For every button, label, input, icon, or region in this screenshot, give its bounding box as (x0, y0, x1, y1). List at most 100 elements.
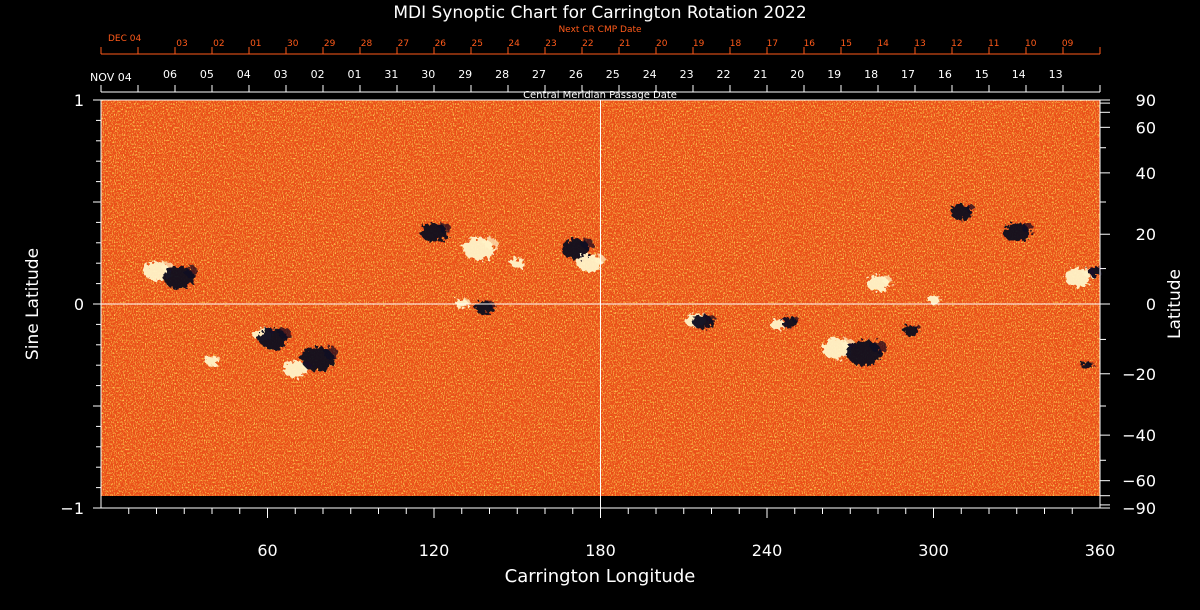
x-axis-label: Carrington Longitude (505, 566, 696, 587)
y-tick-label-right: −20 (1122, 365, 1156, 384)
cmp-date-label: 23 (680, 68, 694, 81)
active-region-fragment (1088, 361, 1094, 366)
cmp-month-label: NOV 04 (90, 71, 132, 84)
next-cr-date-label: 12 (951, 39, 962, 49)
next-cr-date-label: 25 (471, 39, 482, 49)
x-tick-label: 300 (918, 541, 949, 560)
y-tick-label-left: 0 (74, 295, 84, 314)
cmp-date-label: 13 (1049, 68, 1063, 81)
next-cr-date-label: 14 (877, 39, 889, 49)
cmp-date-label: 28 (495, 68, 509, 81)
sine-latitude-axis: 1 0 −1 (60, 91, 101, 518)
cmp-date-label: 01 (348, 68, 362, 81)
next-cr-date-label: 11 (988, 39, 999, 49)
active-region-fragment (870, 340, 887, 353)
active-region-fragment (935, 295, 941, 300)
cmp-date-label: 02 (311, 68, 325, 81)
next-cr-date-label: 30 (287, 39, 299, 49)
cmp-date-label: 19 (827, 68, 841, 81)
longitude-axis: 60 120 180 240 300 360 (128, 508, 1116, 560)
cmp-date-label: 29 (458, 68, 472, 81)
active-region-fragment (464, 299, 471, 304)
next-cr-date-label: 13 (914, 39, 925, 49)
cmp-date-labels: 06 05 04 03 02 01 31 30 29 28 27 26 25 24 23 22 21 20 19 18… (163, 68, 1063, 81)
next-cr-date-labels: 03 02 01 30 29 28 27 26 25 24 23 22 21 20 19 18 17 16 15 14… (176, 39, 1073, 49)
y-tick-label-right: 90 (1136, 91, 1156, 110)
y-tick-label-right: −40 (1122, 426, 1156, 445)
next-cr-month-label: DEC 04 (108, 34, 141, 44)
next-cr-date-label: 28 (361, 39, 373, 49)
x-tick-label: 240 (752, 541, 783, 560)
x-tick-label: 360 (1085, 541, 1116, 560)
next-cr-axis-label: Next CR CMP Date (558, 25, 642, 35)
active-region-fragment (487, 301, 496, 309)
y-tick-label-right: −90 (1122, 499, 1156, 518)
active-region-fragment (965, 204, 976, 213)
next-cr-date-label: 20 (656, 39, 668, 49)
active-region-fragment (214, 356, 221, 362)
active-region-fragment (882, 275, 892, 284)
active-region-fragment (1021, 223, 1034, 233)
cmp-date-label: 17 (901, 68, 915, 81)
next-cr-date-label: 22 (582, 39, 593, 49)
y-tick-label-right: 40 (1136, 164, 1156, 183)
next-cr-date-label: 10 (1025, 39, 1037, 49)
cmp-date-label: 03 (274, 68, 288, 81)
cmp-date-label: 14 (1012, 68, 1026, 81)
active-region-fragment (184, 266, 199, 278)
next-cr-date-label: 21 (619, 39, 630, 49)
next-cr-date-label: 24 (508, 39, 520, 49)
next-cr-date-label: 26 (435, 39, 447, 49)
next-cr-date-label: 15 (840, 39, 851, 49)
cmp-axis-label: Central Meridian Passage Date (523, 90, 677, 101)
cmp-date-label: 27 (532, 68, 546, 81)
y-tick-label-right: 20 (1136, 225, 1156, 244)
y-tick-label-left: −1 (60, 499, 84, 518)
next-cr-date-label: 09 (1062, 39, 1074, 49)
active-region-fragment (519, 258, 526, 264)
active-region-fragment (438, 223, 451, 233)
next-cr-date-label: 02 (213, 39, 224, 49)
cmp-date-label: 30 (421, 68, 435, 81)
x-tick-label: 120 (419, 541, 450, 560)
y-tick-label-right: −60 (1122, 472, 1156, 491)
cmp-date-label: 06 (163, 68, 177, 81)
cmp-date-label: 31 (384, 68, 398, 81)
active-region-fragment (792, 316, 799, 323)
y-tick-label-right: 60 (1136, 118, 1156, 137)
y-axis-label-right: Latitude (1165, 269, 1185, 339)
x-tick-label: 60 (257, 541, 277, 560)
next-cr-date-label: 18 (730, 39, 742, 49)
next-cr-date-label: 27 (398, 39, 409, 49)
active-region-fragment (914, 324, 922, 331)
y-tick-label-left: 1 (74, 91, 84, 110)
next-cr-date-label: 01 (250, 39, 261, 49)
latitude-axis: 90 60 40 20 0 −20 −40 −60 −90 (1100, 91, 1156, 518)
cmp-date-label: 15 (975, 68, 989, 81)
next-cr-date-label: 17 (767, 39, 778, 49)
cmp-date-label: 20 (790, 68, 804, 81)
next-cr-date-label: 16 (804, 39, 816, 49)
active-region-fragment (278, 328, 292, 339)
next-cr-date-label: 29 (324, 39, 336, 49)
x-tick-label: 180 (585, 541, 616, 560)
cmp-date-label: 26 (569, 68, 583, 81)
cmp-date-label: 25 (606, 68, 620, 81)
next-cr-date-axis (100, 47, 1101, 55)
chart-title: MDI Synoptic Chart for Carrington Rotati… (393, 3, 806, 23)
cmp-date-label: 16 (938, 68, 952, 81)
cmp-date-axis (100, 85, 1101, 93)
cmp-date-label: 18 (864, 68, 878, 81)
active-region-fragment (580, 238, 594, 249)
next-cr-date-label: 23 (545, 39, 556, 49)
y-axis-label-left: Sine Latitude (23, 248, 43, 360)
cmp-date-label: 24 (643, 68, 657, 81)
cmp-date-label: 21 (753, 68, 767, 81)
next-cr-date-label: 03 (176, 39, 187, 49)
cmp-date-label: 05 (200, 68, 214, 81)
active-region-fragment (323, 347, 339, 360)
cmp-date-label: 22 (717, 68, 731, 81)
cmp-date-label: 04 (237, 68, 251, 81)
active-regions (143, 204, 1103, 379)
